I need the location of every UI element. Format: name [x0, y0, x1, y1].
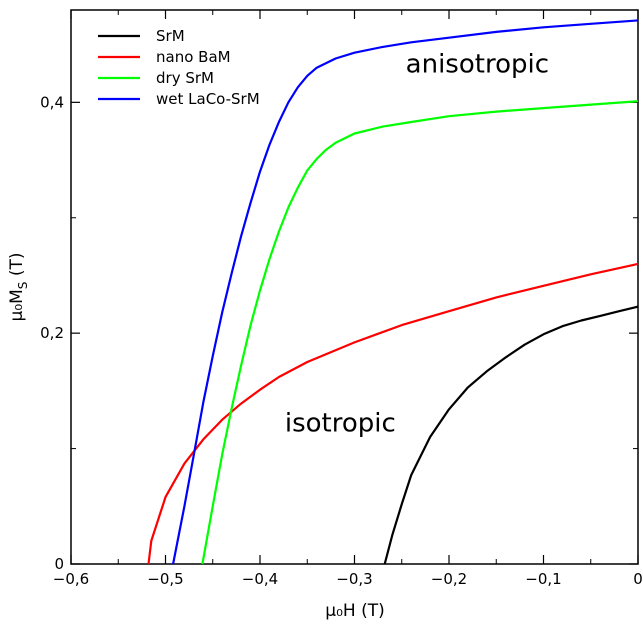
- legend-label: wet LaCo-SrM: [156, 90, 260, 108]
- series-line-1: [147, 262, 639, 565]
- y-axis-label-unit: (T): [7, 253, 27, 282]
- annotations: anisotropic isotropic: [285, 49, 549, 438]
- x-tick-label: 0: [633, 570, 643, 588]
- series-line-0: [383, 305, 639, 565]
- annotation-text: isotropic: [285, 408, 396, 438]
- x-tick-label: −0,4: [242, 570, 278, 588]
- legend-label: nano BaM: [156, 48, 231, 66]
- y-axis-label-subscript: S: [16, 282, 30, 290]
- legend: SrM nano BaM dry SrM wet LaCo-SrM: [98, 27, 260, 108]
- annotation-text: anisotropic: [406, 49, 549, 79]
- ticks: −0,6 −0,5 −0,4 −0,3 −0,2 −0,1 0 0 0,2 0,4: [40, 10, 643, 588]
- legend-label: SrM: [156, 27, 185, 45]
- x-tick-label: −0,6: [53, 570, 89, 588]
- x-tick-label: −0,5: [147, 570, 183, 588]
- series-layer: [147, 19, 639, 565]
- y-tick-label: 0,4: [40, 93, 64, 111]
- series-line-3: [172, 19, 639, 565]
- legend-label: dry SrM: [156, 69, 214, 87]
- x-tick-label: −0,3: [336, 570, 372, 588]
- y-tick-label: 0: [54, 555, 64, 573]
- y-axis-label: μ₀MS (T): [7, 253, 30, 322]
- y-tick-label: 0,2: [40, 324, 64, 342]
- series-line-2: [201, 100, 639, 565]
- x-axis-label: μ₀H (T): [325, 601, 384, 621]
- x-tick-label: −0,1: [525, 570, 561, 588]
- y-axis-label-main: μ₀M: [7, 289, 27, 321]
- x-tick-label: −0,2: [431, 570, 467, 588]
